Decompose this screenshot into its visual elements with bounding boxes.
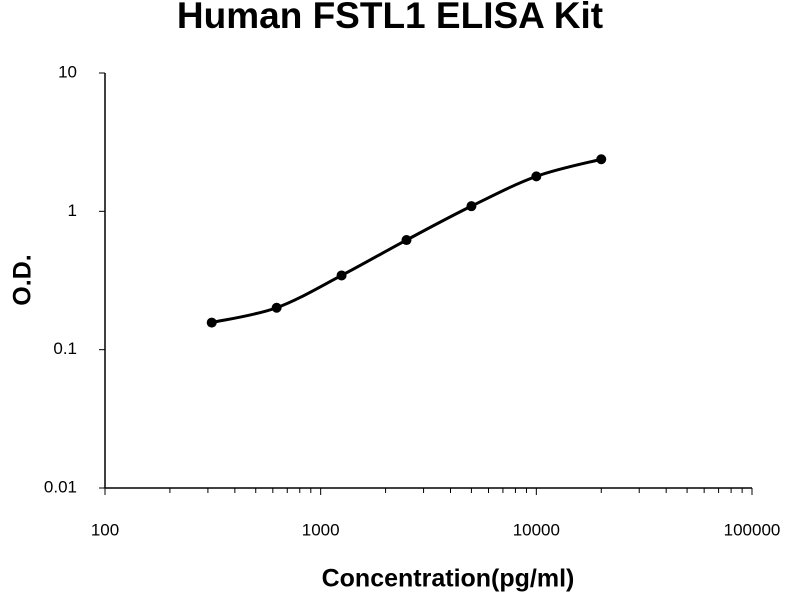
x-tick-label: 10000	[513, 520, 560, 539]
data-point	[531, 171, 542, 182]
y-tick-label: 0.1	[53, 339, 77, 358]
data-point	[271, 302, 282, 313]
y-tick-label: 0.01	[44, 477, 77, 496]
data-point	[466, 201, 477, 212]
data-point	[336, 270, 347, 281]
y-axis-label: O.D.	[9, 254, 37, 305]
data-point	[206, 317, 217, 328]
x-tick-label: 100	[91, 520, 119, 539]
chart-title: Human FSTL1 ELISA Kit	[177, 0, 603, 36]
x-tick-label: 100000	[724, 520, 781, 539]
data-point	[401, 235, 412, 246]
x-tick-label: 1000	[302, 520, 340, 539]
y-tick-label: 10	[58, 62, 77, 81]
y-tick-label: 1	[68, 201, 77, 220]
data-point	[596, 154, 607, 165]
x-axis-label: Concentration(pg/ml)	[322, 565, 575, 593]
